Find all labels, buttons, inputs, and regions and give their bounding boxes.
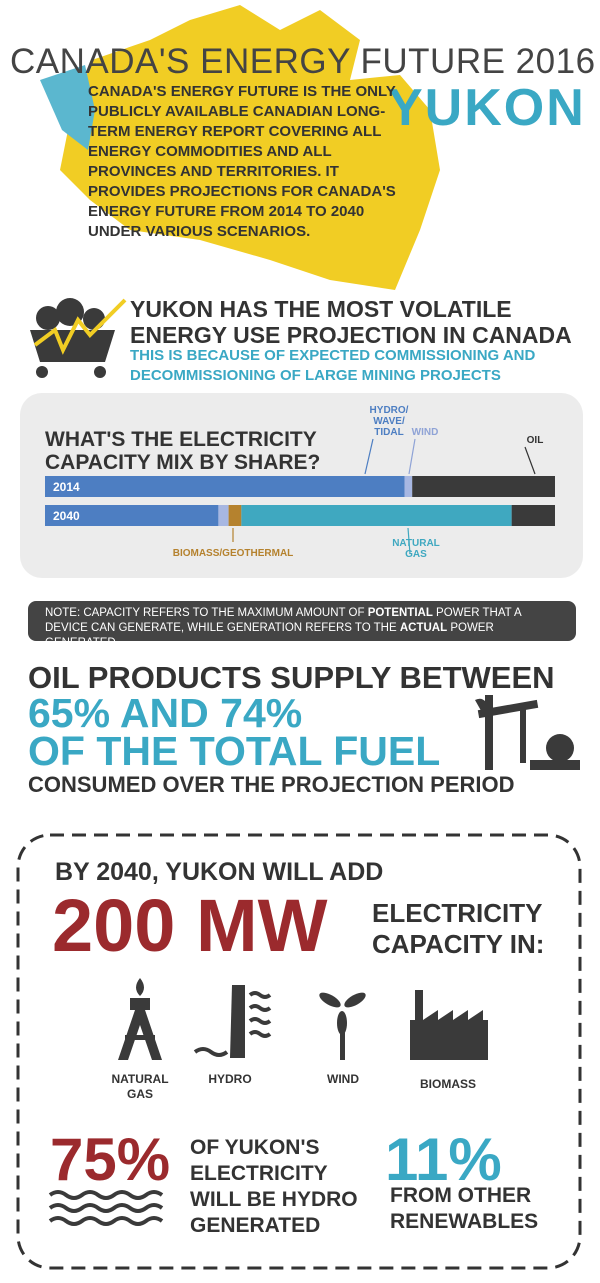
annotation-line [408,438,416,475]
series-label-line: HYDRO/ [370,405,409,416]
series-label: BIOMASS/GEOTHERMAL [173,548,294,559]
capacity-amount: 200 MW [52,884,328,967]
wave-icon [48,1190,164,1226]
category-label: 2014 [53,480,80,494]
source-label: NATURAL GAS [111,1072,169,1101]
annotation-line [407,527,411,555]
canada-map [60,5,440,290]
oil-line-4: CONSUMED OVER THE PROJECTION PERIOD [28,772,515,797]
series-label-line: WAVE/ [373,416,405,427]
headline: YUKON HAS THE MOST VOLATILE ENERGY USE P… [130,296,572,348]
other-share-text: FROM OTHER RENEWABLES [390,1184,539,1233]
series-label: WIND [412,427,439,438]
oil-line-3: OF THE TOTAL FUEL [28,728,441,774]
oil-line-1: OIL PRODUCTS SUPPLY BETWEEN [28,660,555,695]
dashed-frame [16,833,582,1270]
capacity-lead: BY 2040, YUKON WILL ADD [55,858,384,886]
annotation-line [524,446,536,475]
bar-segment [218,505,229,526]
region: YUKON [388,79,586,137]
bar-segment [511,505,555,526]
category-label: 2040 [53,509,80,523]
hydro-share: 75% [50,1126,171,1193]
note: NOTE: CAPACITY REFERS TO THE MAXIMUM AMO… [45,606,565,651]
wind-icon [319,992,366,1060]
capacity-label: ELECTRICITY CAPACITY IN: [372,898,545,959]
note-text: POWER GENERATED [45,622,494,649]
note-text: POWER THAT A DEVICE CAN GENERATE, WHILE … [45,607,522,634]
coal-cart-icon [30,298,127,378]
series-label-line: TIDAL [374,427,403,438]
biomass-icon [410,990,488,1060]
title: CANADA'S ENERGY FUTURE 2016 [10,42,596,81]
bar-segment [412,476,555,497]
series-label: HYDRO/WAVE/TIDAL [370,405,409,438]
bar-segment [404,476,413,497]
yukon-map [40,65,95,150]
chart-title: WHAT'S THE ELECTRICITY CAPACITY MIX BY S… [45,428,321,474]
note-box [28,601,576,641]
series-label: OIL [527,435,544,446]
note-text: NOTE: CAPACITY REFERS TO THE MAXIMUM AMO… [45,607,368,619]
bar-segment [45,476,405,497]
hydro-share-text: OF YUKON'S ELECTRICITY WILL BE HYDRO GEN… [190,1136,358,1237]
note-emphasis: POTENTIAL [367,607,433,619]
series-label: NATURAL GAS [392,538,440,560]
series-label-line: NATURAL [392,538,440,549]
hydro-icon [193,985,272,1058]
other-share: 11% [385,1126,502,1193]
bar-segment [45,505,219,526]
gas-icon [118,978,162,1060]
pumpjack-icon [475,695,580,770]
series-label-line: GAS [405,549,427,560]
source-label: BIOMASS [419,1077,476,1091]
annotation-line [364,438,374,475]
note-emphasis: ACTUAL [399,622,448,634]
subhead: THIS IS BECAUSE OF EXPECTED COMMISSIONIN… [130,347,536,384]
bar-segment [241,505,512,526]
source-label: HYDRO [208,1072,252,1086]
source-label: WIND [327,1072,359,1086]
intro: CANADA'S ENERGY FUTURE IS THE ONLY PUBLI… [88,83,396,240]
oil-line-2: 65% AND 74% [28,690,303,736]
bar-segment [228,505,242,526]
